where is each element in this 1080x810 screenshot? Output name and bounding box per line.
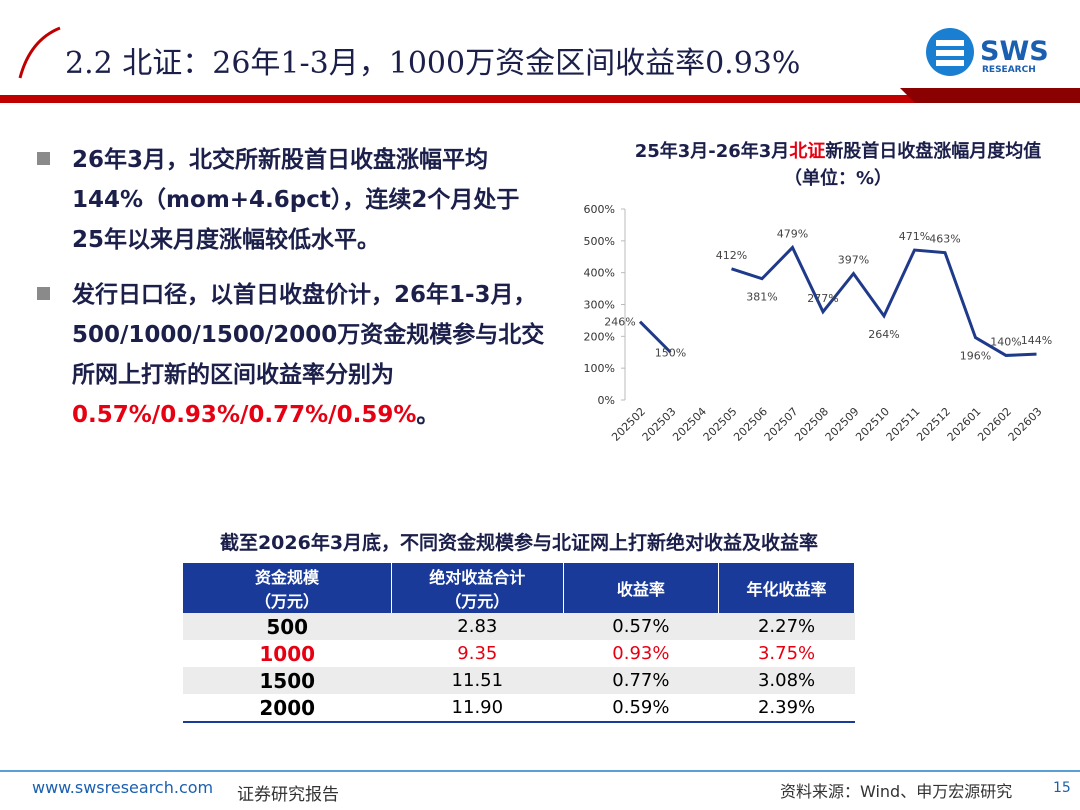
table-row: 1000 9.35 0.93% 3.75%: [183, 640, 855, 667]
data-label: 463%: [929, 233, 960, 246]
slide-title: 2.2 北证：26年1-3月，1000万资金区间收益率0.93%: [65, 46, 801, 81]
footer-source: 资料来源：Wind、申万宏源研究: [780, 782, 1013, 801]
table-cell: 1000: [259, 641, 316, 666]
table-cell: 2.27%: [757, 616, 816, 637]
bullet-text: 发行日口径，以首日收盘价计，26年1-3月，500/1000/1500/2000…: [72, 275, 550, 435]
footer-type: 证券研究报告: [237, 785, 339, 805]
table-cell: 9.35: [457, 643, 498, 664]
table-header-cell: 绝对收益合计 （万元）: [391, 563, 564, 613]
data-label: 150%: [655, 346, 686, 359]
logo-text: SWS: [980, 36, 1049, 67]
table-cell: 11.90: [451, 697, 504, 718]
table-cell: 0.93%: [612, 643, 670, 664]
table-cell: 0.59%: [612, 697, 670, 718]
y-tick-label: 600%: [584, 203, 615, 216]
table-row: 2000 11.90 0.59% 2.39%: [183, 694, 855, 722]
table-cell: 2.83: [457, 616, 498, 637]
table-cell: 1500: [259, 668, 316, 693]
footer-url: www.swsresearch.com: [32, 778, 214, 797]
chart-title-part: 25年3月-26年3月: [634, 141, 790, 162]
table-cell: 500: [266, 614, 309, 639]
logo-subtext: RESEARCH: [982, 65, 1036, 75]
data-label: 140%: [990, 335, 1021, 348]
table-header-cell: 资金规模 （万元）: [183, 563, 392, 613]
line-series: [731, 244, 1037, 357]
data-label: 277%: [807, 292, 838, 305]
table-row: 500 2.83 0.57% 2.27%: [183, 613, 855, 640]
y-tick-label: 500%: [584, 235, 615, 248]
table-cell: 2.39%: [757, 697, 816, 718]
bullet-text: 26年3月，北交所新股首日收盘涨幅平均144%（mom+4.6pct），连续2个…: [72, 147, 520, 253]
chart-title-part: 北证: [789, 141, 826, 162]
table-cell: 2000: [259, 695, 316, 720]
data-label: 246%: [604, 316, 635, 329]
data-label: 264%: [868, 328, 899, 341]
y-tick-label: 300%: [584, 299, 615, 312]
bullet-text-part: 发行日口径，以首日收盘价计，26年1-3月，500/1000/1500/2000…: [72, 282, 545, 388]
table-row: 1500 11.51 0.77% 3.08%: [183, 667, 855, 694]
table-title: 截至2026年3月底，不同资金规模参与北证网上打新绝对收益及收益率: [219, 532, 819, 554]
bullet-text-part: 。: [416, 402, 440, 428]
chart-title: 25年3月-26年3月北证新股首日收盘涨幅月度均值（单位：%）: [630, 138, 1046, 192]
y-tick-label: 400%: [584, 267, 615, 280]
data-label: 412%: [716, 249, 747, 262]
chart: 0%100%200%300%400%500%600%20250220250320…: [584, 203, 1053, 444]
chart-title-part: 新股首日收盘涨幅月度均值（单位：%）: [783, 141, 1042, 189]
table-header-cell: 收益率: [563, 563, 720, 613]
table-header-cell: 年化收益率: [718, 563, 855, 613]
table-cell: 3.08%: [757, 670, 816, 691]
table-cell: 0.57%: [612, 616, 670, 637]
data-label: 381%: [746, 291, 777, 304]
table-header-row: 资金规模 （万元） 绝对收益合计 （万元） 收益率 年化收益率: [183, 563, 855, 613]
data-label: 471%: [899, 230, 930, 243]
x-tick-label: 202603: [1006, 405, 1045, 444]
y-tick-label: 200%: [584, 330, 615, 343]
data-label: 397%: [838, 254, 869, 267]
footer-line: [0, 770, 1080, 772]
table-cell: 3.75%: [757, 643, 816, 664]
line-series: [638, 320, 672, 354]
table-cell: 0.77%: [612, 670, 670, 691]
y-tick-label: 0%: [598, 394, 615, 407]
bullet-highlight: 0.57%/0.93%/0.77%/0.59%: [72, 402, 417, 428]
bullet-icon: [37, 152, 50, 165]
y-tick-label: 100%: [584, 362, 615, 375]
header-decor: SWS RESEARCH: [0, 26, 1080, 103]
data-label: 196%: [960, 350, 991, 363]
table: 资金规模 （万元） 绝对收益合计 （万元） 收益率 年化收益率 500 2.83 0.57%…: [183, 563, 855, 723]
page-number: 15: [1053, 780, 1071, 796]
bullet-icon: [37, 287, 50, 300]
data-label: 479%: [777, 228, 808, 241]
data-label: 144%: [1021, 334, 1052, 347]
table-cell: 11.51: [451, 670, 504, 691]
